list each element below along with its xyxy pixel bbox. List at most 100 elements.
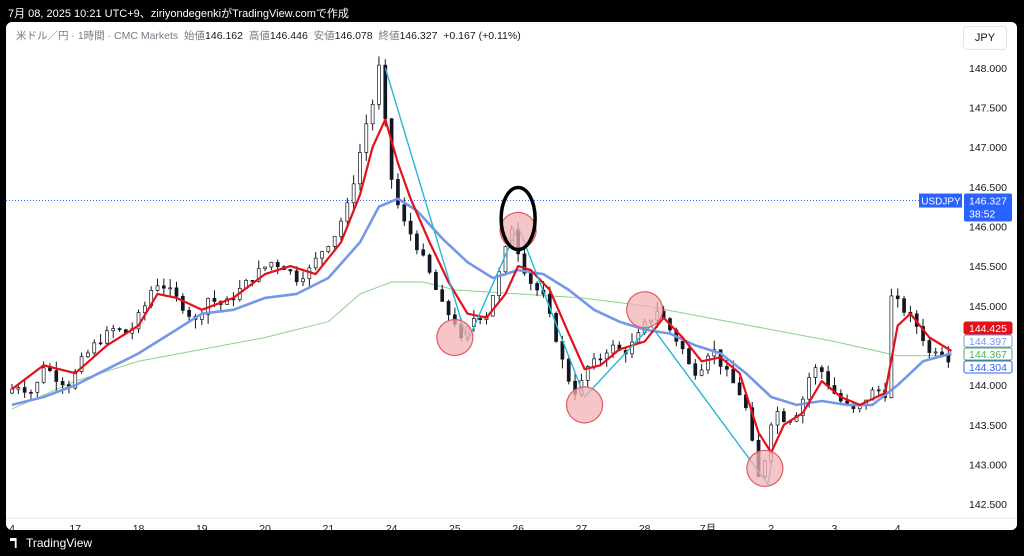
x-tick-label: 25: [449, 523, 461, 530]
candle-body: [737, 382, 742, 396]
candlestick-chart[interactable]: 148.000 147.500 147.000 146.500 146.000 145.5…: [6, 22, 1017, 530]
candle-body: [79, 356, 84, 372]
highlight-ring: [499, 185, 537, 252]
candle-body: [294, 270, 299, 283]
symbol-legend: 米ドル／円 · 1時間 · CMC Markets 始値146.162 高値14…: [16, 28, 521, 43]
candle-body: [339, 220, 343, 237]
x-tick-label: 4: [9, 523, 15, 530]
candle-body: [807, 377, 812, 400]
y-tick-label: 146.500: [969, 182, 1007, 194]
candle-body: [320, 251, 324, 259]
candle-body: [389, 118, 394, 180]
candle-body: [250, 280, 255, 282]
candle-body: [35, 381, 40, 393]
candle-body: [402, 204, 407, 222]
candle-body: [143, 305, 147, 313]
candle-body: [345, 202, 350, 222]
price-tag-value: 144.425: [969, 323, 1007, 335]
candle-body: [895, 295, 900, 300]
price-tag-value: 144.367: [969, 349, 1007, 361]
candle-body: [73, 371, 78, 389]
candle-body: [693, 363, 698, 376]
candle-body: [921, 326, 925, 342]
chart-frame[interactable]: 148.000 147.500 147.000 146.500 146.000 145.5…: [6, 22, 1017, 530]
price-tag-value: 144.304: [969, 362, 1007, 374]
y-tick-label: 147.000: [969, 142, 1007, 154]
candle-body: [269, 261, 274, 268]
y-tick-label: 143.500: [969, 420, 1007, 432]
y-tick-label: 148.000: [969, 63, 1007, 75]
x-tick-label: 17: [69, 523, 81, 530]
candle-body: [168, 287, 173, 290]
candle-body: [86, 352, 90, 358]
candle-body: [592, 358, 596, 367]
x-tick-label: 3: [832, 523, 838, 530]
y-tick-label: 144.000: [969, 380, 1007, 392]
candle-body: [54, 370, 59, 382]
price-tag-bg: [963, 334, 1013, 348]
candle-body: [725, 366, 729, 370]
candle-body: [301, 278, 305, 283]
close-value: 146.327: [399, 30, 438, 42]
candle-body: [117, 328, 122, 331]
candle-body: [41, 367, 46, 383]
ma-mid-line: [11, 197, 952, 407]
high-value: 146.446: [269, 30, 308, 42]
candle-body: [889, 295, 894, 398]
candle-body: [326, 245, 331, 252]
candle-body: [946, 354, 951, 363]
candle-body: [687, 348, 691, 365]
x-tick-label: 18: [133, 523, 145, 530]
candle-body: [332, 235, 337, 247]
symbol-label: 米ドル／円 · 1時間 · CMC Markets: [16, 30, 179, 42]
currency-button[interactable]: JPY: [963, 26, 1007, 50]
candle-body: [377, 64, 381, 105]
marked-point-circle: [436, 318, 474, 357]
ma-fast-line: [11, 118, 953, 454]
footer-bar: TradingView: [0, 530, 1024, 556]
candle-body: [750, 407, 755, 441]
candle-body: [927, 340, 932, 353]
y-tick-label: 147.500: [969, 103, 1007, 115]
marked-point-circle: [626, 291, 664, 329]
candle-body: [775, 411, 780, 426]
x-tick-label: 26: [512, 523, 524, 530]
candle-body: [434, 272, 438, 291]
x-tick-label: 7月: [700, 523, 716, 530]
candle-body: [731, 368, 736, 384]
candle-body: [706, 355, 710, 371]
candle-body: [800, 398, 805, 416]
candle-body: [446, 301, 451, 316]
y-tick-label: 143.000: [969, 459, 1007, 471]
price-tag-value: 144.397: [969, 336, 1007, 348]
low-label: 安値: [313, 30, 335, 42]
candle-body: [440, 289, 445, 302]
price-tag-countdown: 38:52: [969, 209, 995, 221]
x-tick-label: 4: [895, 523, 901, 530]
candle-body: [22, 387, 27, 393]
candle-body: [876, 389, 881, 392]
tradingview-logo: TradingView: [10, 536, 92, 550]
candle-body: [933, 351, 938, 354]
price-tag-bg: [963, 321, 1013, 335]
y-tick-label: 142.500: [969, 499, 1007, 511]
tradingview-logo-icon: [10, 538, 17, 548]
x-tick-label: 24: [386, 523, 398, 530]
x-tick-label: 27: [576, 523, 588, 530]
candle-body: [585, 366, 590, 381]
candle-body: [535, 283, 539, 291]
marked-point-circle: [746, 449, 784, 487]
caption-text: 7月 08, 2025 10:21 UTC+9、ziriyondegenkiがT…: [8, 8, 349, 20]
open-value: 146.162: [205, 30, 243, 42]
x-tick-label: 28: [639, 523, 651, 530]
price-tag-symbol-bg: [919, 193, 962, 208]
y-tick-label: 145.500: [969, 261, 1007, 273]
candle-body: [364, 123, 369, 153]
candle-body: [105, 330, 109, 344]
close-label: 終値: [378, 30, 400, 42]
candle-body: [370, 104, 375, 125]
candle-body: [522, 253, 527, 274]
candle-body: [136, 312, 141, 330]
candle-body: [396, 179, 400, 206]
candle-body: [29, 391, 33, 394]
